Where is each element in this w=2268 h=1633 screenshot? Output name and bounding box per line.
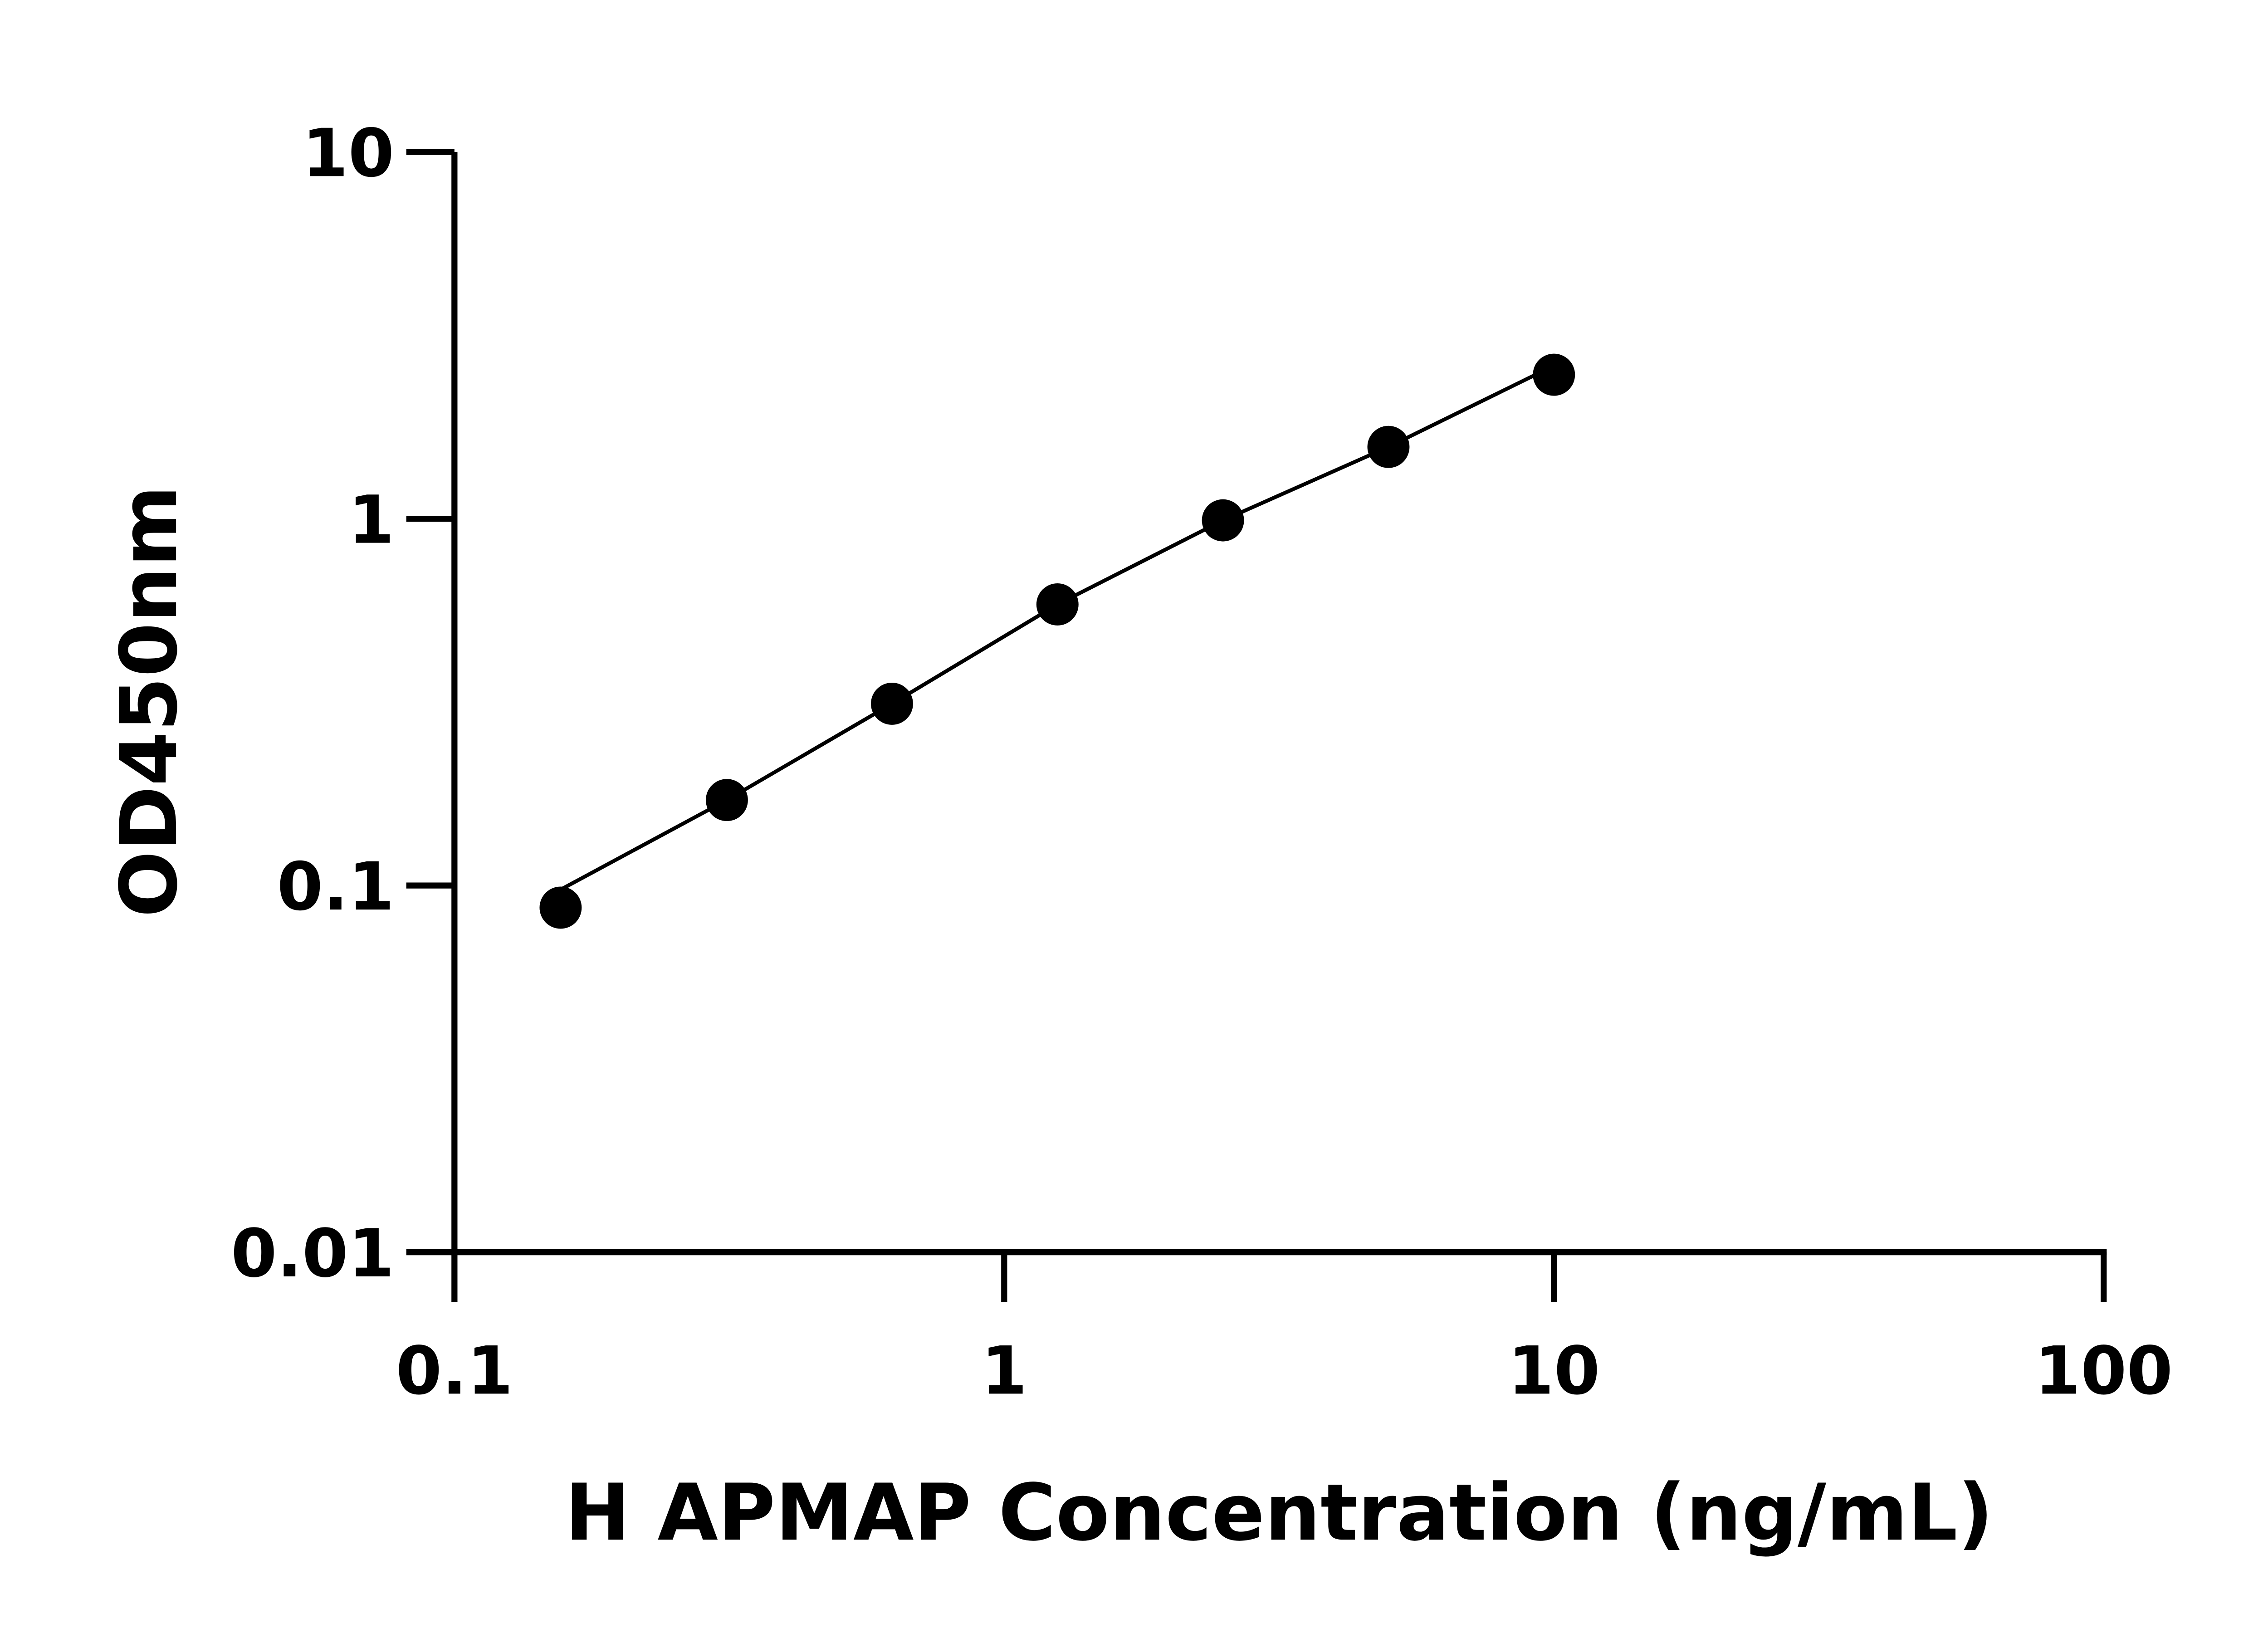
x-tick-label: 10 [1508,1333,1600,1409]
data-point [1367,425,1410,468]
data-point [1036,583,1079,626]
data-point [1202,499,1244,542]
x-tick-label: 0.1 [396,1333,513,1409]
data-point [1533,353,1575,396]
x-tick-label: 100 [2034,1333,2173,1409]
y-tick-label: 1 [348,482,395,559]
x-axis-label: H APMAP Concentration (ng/mL) [565,1467,1994,1558]
axes [406,149,2107,1302]
y-tick-label: 0.1 [277,849,395,925]
data-point [705,779,748,821]
y-tick-label: 10 [302,115,394,192]
data-points [539,353,1575,929]
data-point [870,682,913,725]
y-axis-label: OD450nm [103,485,195,918]
x-tick-label: 1 [981,1333,1027,1409]
data-point [539,886,582,929]
y-tick-label: 0.01 [231,1216,394,1292]
